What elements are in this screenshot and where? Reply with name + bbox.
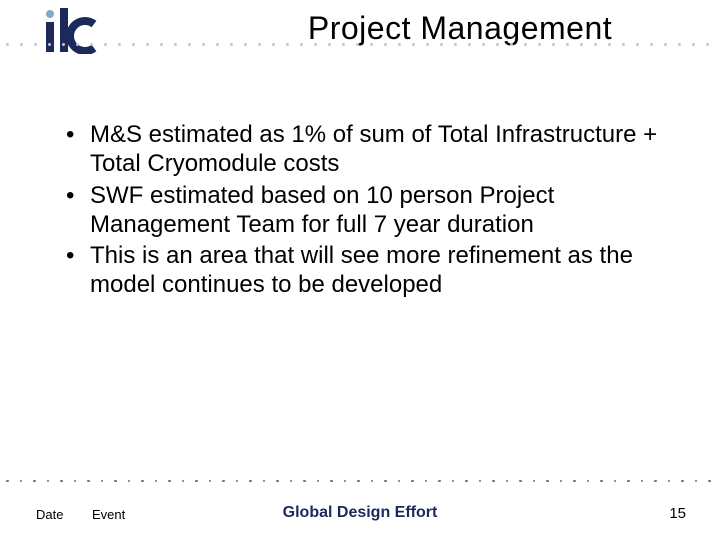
slide: Project Management M&S estimated as 1% o… [0,0,720,540]
bullet-item: SWF estimated based on 10 person Project… [60,181,670,240]
footer: Date Event Global Design Effort 15 [0,494,720,522]
header: Project Management [0,0,720,64]
footer-page-number: 15 [669,505,686,522]
decorative-dots-bottom [0,478,720,484]
content-area: M&S estimated as 1% of sum of Total Infr… [60,120,670,302]
bullet-item: M&S estimated as 1% of sum of Total Infr… [60,120,670,179]
bullet-item: This is an area that will see more refin… [60,241,670,300]
ilc-logo [44,8,106,59]
footer-center-text: Global Design Effort [0,504,720,522]
bullet-list: M&S estimated as 1% of sum of Total Infr… [60,120,670,300]
decorative-dots-top [0,40,720,48]
